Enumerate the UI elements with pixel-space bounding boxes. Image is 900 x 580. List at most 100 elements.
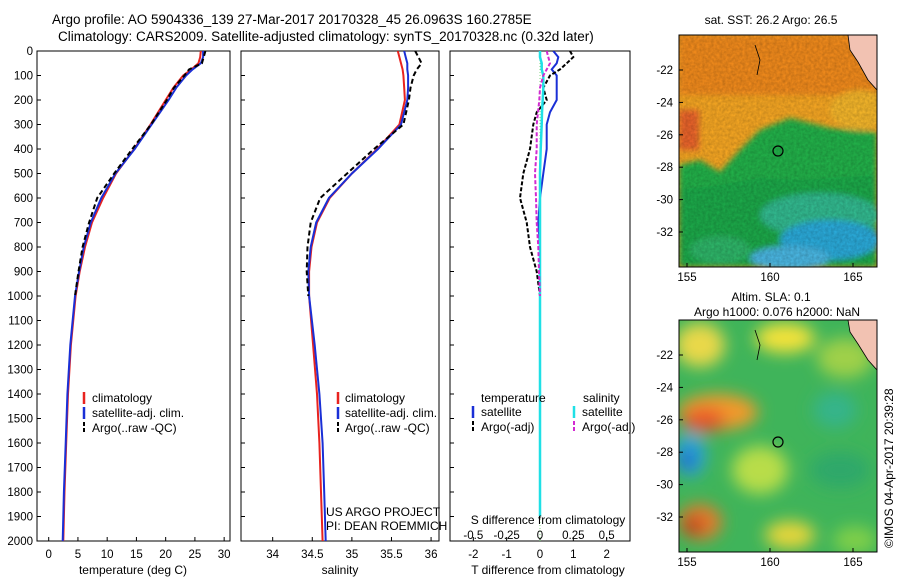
temperature-x-tick-label: 15 [130, 549, 143, 561]
s-difference-tick-label: -0.25 [494, 530, 520, 542]
temperature-frame [36, 50, 231, 542]
depth-tick-label: 1200 [7, 340, 33, 352]
depth-tick-label: 1900 [7, 512, 33, 524]
temperature-x-ticks: 0 5 10 15 20 25 30 [45, 537, 231, 561]
sla-field [679, 320, 877, 552]
temperature-legend: climatology satellite-adj. clim. Argo(..… [82, 391, 184, 435]
legend-clim-label: climatology [345, 391, 405, 405]
legend-clim-label: climatology [92, 391, 152, 405]
salinity-x-ticks: 34 34.5 35 35.5 36 [266, 537, 437, 561]
legend-t-argo-label: Argo(-adj) [481, 420, 534, 434]
salinity-panel: 34 34.5 35 35.5 36 salinity climatology sate… [240, 50, 447, 577]
temperature-panel: 0100200300400500600700800900100011001200… [7, 46, 230, 577]
depth-tick-label: 600 [14, 193, 33, 205]
sst-lon-ticks: 155 160 165 [677, 263, 863, 284]
sla-lat-ticks: -22 -24 -26 -28 -30 -32 [656, 350, 683, 524]
depth-tick-label: 400 [14, 144, 33, 156]
depth-tick-label: 1400 [7, 389, 33, 401]
s-difference-xlabel: S difference from climatology [471, 513, 626, 527]
argo-line [305, 51, 423, 297]
legend-argo-label: Argo(..raw -QC) [92, 421, 177, 435]
t-difference-xlabel: T difference from climatology [471, 563, 625, 577]
depth-tick-label: 500 [14, 169, 33, 181]
lat-tick-label: -22 [656, 350, 673, 362]
s-difference-tick-label: 0 [537, 530, 543, 542]
sla-map-title-2: Argo h1000: 0.076 h2000: NaN [694, 305, 860, 319]
depth-tick-label: 900 [14, 267, 33, 279]
argo-line [74, 51, 207, 297]
temperature-profiles [61, 51, 207, 541]
legend-argo-label: Argo(..raw -QC) [345, 421, 430, 435]
legend-sat-label: satellite-adj. clim. [92, 406, 184, 420]
lon-tick-label: 160 [760, 557, 779, 569]
sst-field [679, 35, 877, 267]
temperature-x-tick-label: 20 [159, 549, 172, 561]
lat-tick-label: -30 [656, 195, 673, 207]
s-satellite-line [538, 51, 545, 517]
temperature-x-tick-label: 10 [101, 549, 114, 561]
legend-s-sat-label: satellite [582, 405, 623, 419]
temperature-x-tick-label: 25 [189, 549, 202, 561]
t-difference-tick-label: 1 [570, 549, 576, 561]
legend-s-argo-label: Argo(-adj) [582, 420, 635, 434]
depth-tick-label: 0 [27, 46, 33, 58]
legend-salinity-heading: salinity [583, 391, 620, 405]
lat-tick-label: -32 [656, 512, 673, 524]
lat-tick-label: -28 [656, 162, 673, 174]
argo-location-marker [772, 145, 784, 157]
depth-tick-label: 1100 [8, 316, 33, 328]
temperature-depth-ticks: 0 100 200 300 400 500 600 700 800 900 1000 1100 1200… [7, 46, 41, 548]
lat-tick-label: -28 [656, 447, 673, 459]
satellite-adj-line [307, 51, 410, 541]
lon-tick-label: 165 [843, 557, 862, 569]
difference-depth-ticks [450, 50, 454, 542]
depth-tick-label: 1300 [7, 365, 33, 377]
salinity-xlabel: salinity [322, 563, 359, 577]
sst-map: sat. SST: 26.2 Argo: 26.5 -22 -24 -26 -28 -3… [656, 13, 878, 284]
legend-sat-label: satellite-adj. clim. [345, 406, 437, 420]
temperature-x-tick-label: 0 [45, 549, 51, 561]
salinity-x-tick-label: 35.5 [380, 549, 402, 561]
depth-tick-label: 200 [14, 95, 33, 107]
lat-tick-label: -32 [656, 227, 673, 239]
lon-tick-label: 155 [677, 557, 696, 569]
sst-lat-ticks: -22 -24 -26 -28 -30 -32 [656, 65, 683, 239]
s-difference-ticks: -0.5 -0.25 0 0.25 0.5 [463, 530, 614, 542]
lat-tick-label: -26 [656, 130, 673, 142]
depth-tick-label: 1700 [7, 463, 33, 475]
imos-stamp: ©IMOS 04-Apr-2017 20:39:28 [882, 388, 896, 548]
s-difference-tick-label: 0.25 [562, 530, 584, 542]
lat-tick-label: -24 [656, 97, 673, 109]
depth-tick-label: 2000 [7, 536, 33, 548]
depth-tick-label: 1600 [7, 438, 33, 450]
title-line-2: Climatology: CARS2009. Satellite-adjuste… [58, 29, 594, 44]
sla-map-title-1: Altim. SLA: 0.1 [731, 290, 811, 304]
t-difference-tick-label: -2 [468, 549, 478, 561]
depth-tick-label: 100 [14, 71, 33, 83]
difference-panel: -2 -1 0 1 2 S difference from climatology -0… [449, 50, 635, 577]
sst-map-frame [678, 34, 878, 268]
lat-tick-label: -30 [656, 480, 673, 492]
s-difference-tick-label: -0.5 [463, 530, 483, 542]
salinity-x-tick-label: 34.5 [301, 549, 323, 561]
depth-tick-label: 1000 [7, 291, 33, 303]
legend-t-sat-label: satellite [481, 405, 522, 419]
lon-tick-label: 155 [677, 272, 696, 284]
t-difference-tick-label: 0 [537, 549, 543, 561]
temperature-xlabel: temperature (deg C) [79, 563, 187, 577]
lat-tick-label: -22 [656, 65, 673, 77]
lat-tick-label: -24 [656, 382, 673, 394]
sst-map-title: sat. SST: 26.2 Argo: 26.5 [705, 13, 838, 27]
depth-tick-label: 300 [14, 120, 33, 132]
legend-temperature-heading: temperature [481, 391, 546, 405]
temperature-x-tick-label: 30 [218, 549, 231, 561]
sla-map-frame [678, 319, 878, 553]
argo-location-marker-sla [772, 436, 784, 448]
salinity-legend: climatology satellite-adj. clim. Argo(..… [336, 391, 437, 435]
salinity-depth-ticks [241, 50, 245, 542]
depth-tick-label: 700 [14, 218, 33, 230]
sla-lon-ticks: 155 160 165 [677, 548, 863, 569]
lon-tick-label: 160 [760, 272, 779, 284]
depth-tick-label: 1500 [7, 414, 33, 426]
